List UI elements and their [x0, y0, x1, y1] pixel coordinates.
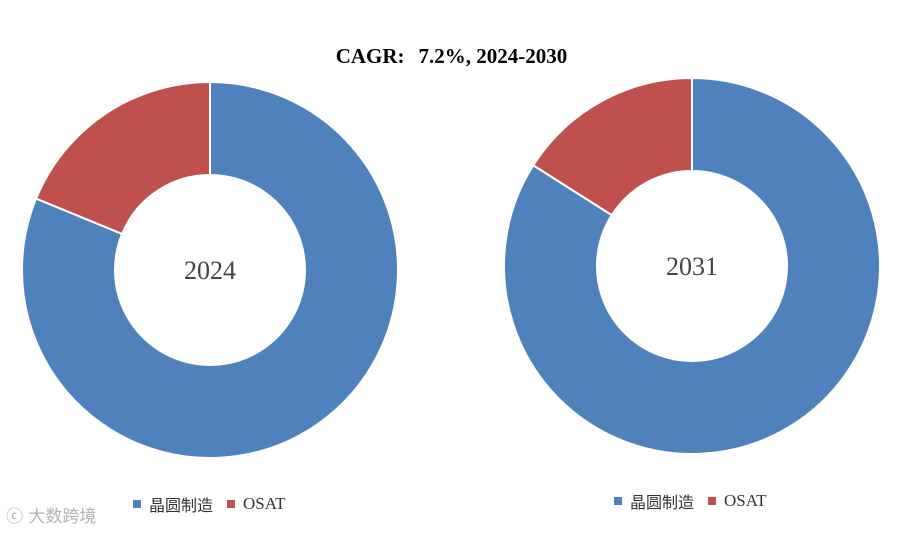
legend-label-osat: OSAT — [243, 494, 286, 513]
legend-item-osat: OSAT — [227, 494, 286, 514]
legend-item-wafer: 晶圆制造 — [133, 492, 213, 516]
legend-right: 晶圆制造 OSAT — [614, 489, 781, 513]
legend-label-osat: OSAT — [724, 491, 767, 510]
legend-left: 晶圆制造 OSAT — [133, 492, 300, 516]
donut-slice-2031-osat — [531, 76, 693, 217]
watermark-logo-icon: ⓒ — [6, 507, 23, 527]
title-prefix: CAGR: — [335, 44, 405, 68]
donut-slice-2031-wafer — [503, 76, 881, 455]
watermark-text: 大数跨境 — [28, 507, 97, 527]
donut-slice-2024-wafer — [21, 80, 399, 459]
legend-item-osat: OSAT — [708, 491, 767, 511]
legend-label-wafer: 晶圆制造 — [630, 493, 695, 512]
donut-center-label-2024: 2024 — [184, 256, 236, 285]
chart-title: CAGR: 7.2%, 2024-2030 — [0, 44, 903, 69]
watermark: ⓒ 大数跨境 — [6, 502, 96, 527]
donut-center-label-2031: 2031 — [666, 252, 718, 281]
legend-label-wafer: 晶圆制造 — [149, 496, 214, 515]
legend-item-wafer: 晶圆制造 — [614, 489, 694, 513]
title-value: 7.2%, 2024-2030 — [418, 44, 568, 68]
donut-slice-2024-osat — [34, 80, 211, 236]
legend-swatch-osat — [708, 497, 717, 505]
legend-swatch-wafer — [614, 497, 622, 505]
legend-swatch-wafer — [133, 500, 141, 508]
legend-swatch-osat — [227, 500, 236, 508]
